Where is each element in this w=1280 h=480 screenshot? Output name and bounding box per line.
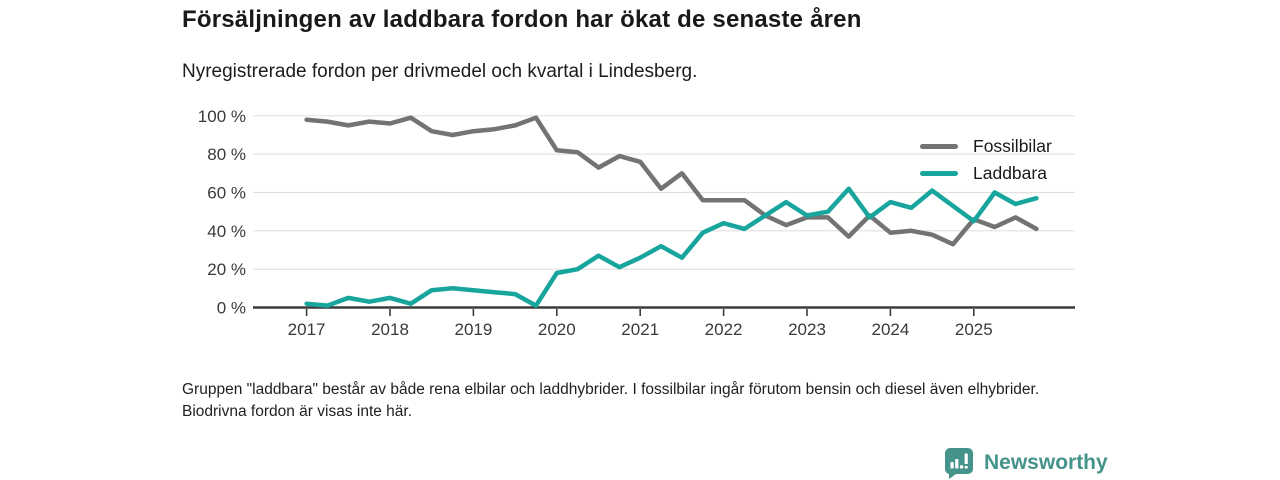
legend-label-laddbara: Laddbara — [973, 163, 1047, 183]
newsworthy-logo-text: Newsworthy — [984, 451, 1108, 474]
y-axis-tick-label: 80 % — [207, 145, 246, 164]
x-axis-tick-label: 2021 — [621, 320, 659, 339]
x-axis-tick-label: 2024 — [871, 320, 909, 339]
y-axis-tick-label: 60 % — [207, 183, 246, 202]
x-axis-tick-label: 2025 — [955, 320, 993, 339]
newsworthy-branding: Newsworthy — [944, 447, 1108, 479]
x-axis-tick-label: 2020 — [538, 320, 576, 339]
legend-item-laddbara: Laddbara — [920, 160, 1052, 187]
page-subtitle: Nyregistrerade fordon per drivmedel och … — [182, 61, 698, 82]
laddbara-line-swatch — [920, 171, 958, 176]
line-chart: 0 % 20 % 40 % 60 % 80 % 100 % 2017 2018 2019 2020… — [180, 100, 1080, 350]
y-axis-tick-label: 0 % — [217, 299, 246, 318]
newsworthy-logo-icon — [944, 448, 973, 479]
series-line-fossilbilar — [304, 115, 1039, 247]
x-axis-tick-label: 2023 — [788, 320, 826, 339]
fossilbilar-line-swatch — [920, 144, 958, 149]
series-line-laddbara — [304, 186, 1039, 308]
y-axis-tick-label: 100 % — [198, 107, 246, 126]
x-axis-tick-label: 2018 — [371, 320, 409, 339]
legend-item-fossilbilar: Fossilbilar — [920, 133, 1052, 160]
chart-svg: 0 % 20 % 40 % 60 % 80 % 100 % 2017 2018 2019 2020… — [198, 107, 1075, 339]
x-axis-tick-label: 2019 — [454, 320, 492, 339]
chart-legend: Fossilbilar Laddbara — [920, 133, 1052, 187]
y-axis-tick-label: 40 % — [207, 222, 246, 241]
legend-label-fossilbilar: Fossilbilar — [973, 136, 1052, 156]
y-axis-tick-label: 20 % — [207, 260, 246, 279]
chart-footnote: Gruppen "laddbara" består av både rena e… — [182, 381, 1040, 420]
x-axis-tick-label: 2017 — [288, 320, 326, 339]
x-axis-tick-label: 2022 — [705, 320, 743, 339]
page-title: Försäljningen av laddbara fordon har öka… — [182, 6, 862, 33]
